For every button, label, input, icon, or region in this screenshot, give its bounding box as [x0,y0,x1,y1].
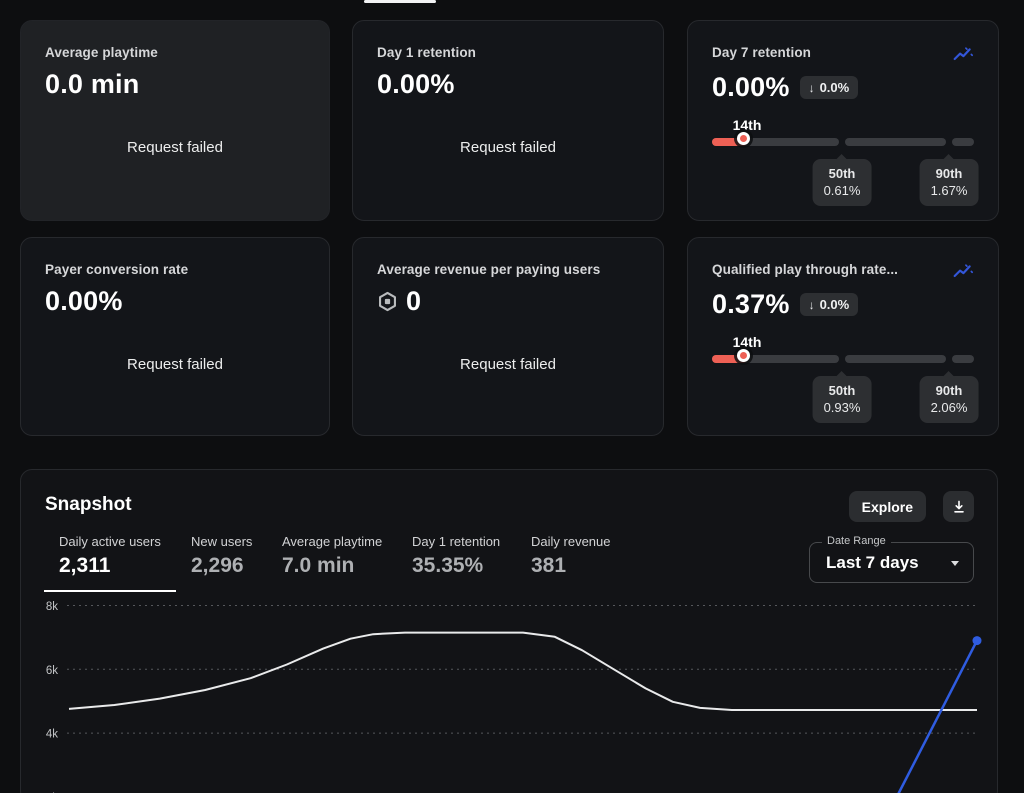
slider-track-segment-low[interactable] [712,349,839,363]
slider-track-segment-high[interactable] [952,138,974,146]
delta-value: 0.0% [819,80,850,95]
date-range-value: Last 7 days [826,553,919,572]
stat-tab-average-playtime[interactable]: Average playtime 7.0 min [267,534,397,590]
metric-card-day1-retention[interactable]: Day 1 retention 0.00% Request failed [352,20,664,221]
slider-thumb[interactable] [737,349,750,362]
slider-track-segment-low[interactable] [712,132,839,146]
tooltip-percentile: 90th [935,166,963,181]
delta-value: 0.0% [819,297,850,312]
slider-track-segment-mid[interactable] [845,138,946,146]
metric-card-qualified-playthrough[interactable]: Qualified play through rate... 0.37% ↓ 0… [687,237,999,436]
stat-tab-day1-retention[interactable]: Day 1 retention 35.35% [397,534,515,590]
percentile-current-label: 14th [732,334,762,350]
tooltip-value: 2.06% [930,400,968,415]
tooltip-percentile: 50th [828,166,856,181]
request-failed-message: Request failed [460,139,556,156]
stat-value: 7.0 min [282,554,355,577]
snapshot-title: Snapshot [45,494,132,515]
percentile-tooltip-90th: 90th 1.67% [919,159,979,206]
arrow-down-icon: ↓ [808,80,815,95]
metric-title: Qualified play through rate... [712,262,899,277]
active-tab-indicator [364,0,436,3]
stat-label: Daily revenue [531,534,611,549]
svg-text:6k: 6k [46,665,58,677]
metric-card-day7-retention[interactable]: Day 7 retention 0.00% ↓ 0.0% 14th 50th 0… [687,20,999,221]
sparkline-chart-icon[interactable] [952,45,974,63]
date-range-select[interactable]: Date Range Last 7 days [809,535,974,583]
stat-tab-daily-revenue[interactable]: Daily revenue 381 [516,534,626,590]
metric-value: 0.0 min [45,69,140,99]
percentile-tooltip-50th: 50th 0.61% [812,159,872,206]
slider-thumb[interactable] [737,132,750,145]
svg-text:4k: 4k [46,729,58,741]
stat-value: 2,311 [59,554,111,577]
percentile-tooltip-50th: 50th 0.93% [812,376,872,423]
percentile-slider: 14th 50th 0.93% 90th 2.06% [712,334,979,423]
metric-card-arppu[interactable]: Average revenue per paying users 0 Reque… [352,237,664,436]
request-failed-message: Request failed [127,356,223,373]
metric-value: 0 [406,286,422,316]
explore-button[interactable]: Explore [848,491,926,522]
stat-value: 381 [531,554,567,577]
metric-card-average-playtime[interactable]: Average playtime 0.0 min Request failed [20,20,330,221]
stat-value: 35.35% [412,554,484,577]
slider-fill [712,355,747,363]
snapshot-chart: 8k6k4k2k [21,594,997,793]
metric-value: 0.00% [377,69,455,99]
metric-value: 0.37% [712,289,790,319]
percentile-current-label: 14th [732,117,762,133]
metric-title: Day 1 retention [377,45,477,60]
stat-label: Daily active users [59,534,161,549]
sparkline-chart-icon[interactable] [952,262,974,280]
request-failed-message: Request failed [127,139,223,156]
chevron-down-icon [951,561,959,566]
slider-track-segment-high[interactable] [952,355,974,363]
delta-badge: ↓ 0.0% [799,76,859,99]
tooltip-percentile: 50th [828,383,856,398]
slider-track-segment-mid[interactable] [845,355,946,363]
tooltip-percentile: 90th [935,383,963,398]
metric-title: Day 7 retention [712,45,812,60]
robux-icon [377,291,398,312]
download-icon [953,500,964,513]
request-failed-message: Request failed [460,356,556,373]
date-range-label: Date Range [822,535,891,547]
metric-value: 0.00% [45,286,123,316]
slider-fill [712,138,747,146]
tooltip-value: 1.67% [930,183,968,198]
stat-label: Day 1 retention [412,534,501,549]
metric-title: Average playtime [45,45,158,60]
metric-title: Payer conversion rate [45,262,189,277]
metric-value: 0.00% [712,72,790,102]
delta-badge: ↓ 0.0% [799,293,859,316]
tooltip-value: 0.61% [823,183,861,198]
percentile-slider: 14th 50th 0.61% 90th 1.67% [712,117,979,206]
stat-label: Average playtime [282,534,383,549]
metric-card-payer-conversion[interactable]: Payer conversion rate 0.00% Request fail… [20,237,330,436]
stat-tab-daily-active-users[interactable]: Daily active users 2,311 [44,534,176,592]
percentile-tooltip-90th: 90th 2.06% [919,376,979,423]
stat-label: New users [191,534,253,549]
tooltip-value: 0.93% [823,400,861,415]
slider-track[interactable] [712,349,974,363]
arrow-down-icon: ↓ [808,297,815,312]
stat-tab-new-users[interactable]: New users 2,296 [176,534,267,590]
stat-value: 2,296 [191,554,244,577]
slider-track[interactable] [712,132,974,146]
download-button[interactable] [943,491,974,522]
metric-title: Average revenue per paying users [377,262,601,277]
svg-text:8k: 8k [46,601,58,613]
snapshot-section: Snapshot Explore Daily active users 2,31… [20,469,998,793]
